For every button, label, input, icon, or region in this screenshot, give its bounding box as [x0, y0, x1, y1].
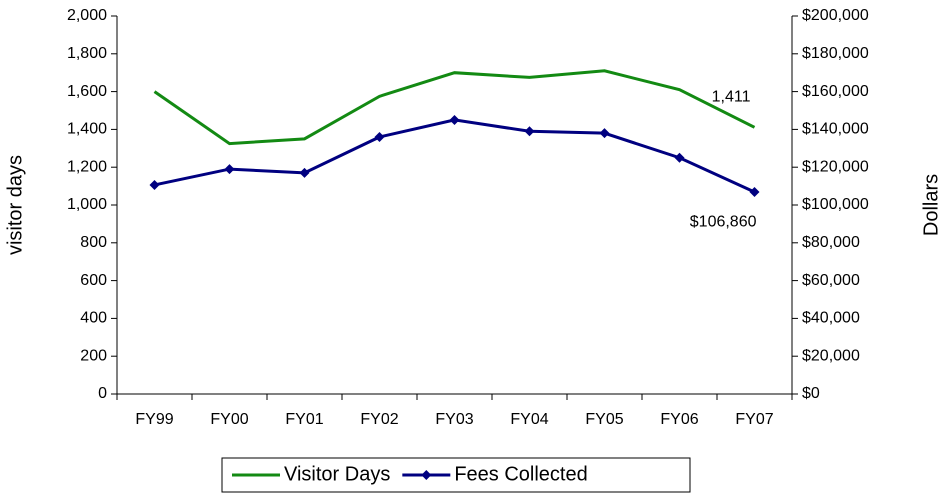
x-tick-label: FY00 — [210, 411, 248, 428]
legend-label: Fees Collected — [454, 463, 587, 485]
y-tick-label: 1,800 — [67, 45, 107, 62]
y2-tick-label: $0 — [802, 385, 820, 402]
x-tick-label: FY02 — [360, 411, 398, 428]
x-tick-label: FY07 — [735, 411, 773, 428]
y-axis-title: visitor days — [4, 155, 26, 255]
y2-tick-label: $200,000 — [802, 7, 869, 24]
y-tick-label: 1,600 — [67, 83, 107, 100]
point-marker — [449, 114, 460, 125]
y2-tick-label: $40,000 — [802, 310, 860, 327]
y2-tick-label: $120,000 — [802, 158, 869, 175]
y2-tick-label: $100,000 — [802, 196, 869, 213]
y2-tick-label: $60,000 — [802, 272, 860, 289]
series-line — [154, 118, 756, 194]
x-tick-label: FY03 — [435, 411, 473, 428]
y2-tick-label: $140,000 — [802, 121, 869, 138]
y-tick-label: 600 — [80, 272, 107, 289]
y-tick-label: 1,400 — [67, 121, 107, 138]
point-marker — [299, 167, 310, 178]
point-marker — [749, 187, 760, 198]
y-tick-label: 200 — [80, 347, 107, 364]
data-label: $106,860 — [690, 213, 757, 230]
y-tick-label: 2,000 — [67, 7, 107, 24]
point-marker — [374, 131, 385, 142]
legend-box — [221, 457, 691, 493]
point-marker — [149, 179, 160, 190]
y-tick-label: 1,000 — [67, 196, 107, 213]
x-tick-label: FY05 — [585, 411, 623, 428]
x-tick-label: FY04 — [510, 411, 548, 428]
y-tick-label: 0 — [98, 385, 107, 402]
legend-marker — [421, 470, 432, 480]
y2-tick-label: $180,000 — [802, 45, 869, 62]
x-tick-label: FY99 — [135, 411, 173, 428]
y-tick-label: 800 — [80, 234, 107, 251]
data-label: 1,411 — [712, 89, 751, 106]
legend-label: Visitor Days — [284, 463, 390, 485]
point-marker — [674, 152, 685, 163]
y-tick-label: 400 — [80, 310, 107, 327]
y-tick-label: 1,200 — [67, 158, 107, 175]
x-tick-label: FY01 — [285, 411, 323, 428]
series-line — [153, 69, 756, 146]
point-marker — [599, 128, 610, 139]
y2-tick-label: $80,000 — [802, 234, 860, 251]
y2-tick-label: $160,000 — [802, 83, 869, 100]
point-marker — [524, 126, 535, 137]
y2-tick-label: $20,000 — [802, 347, 860, 364]
point-marker — [224, 164, 235, 175]
x-tick-label: FY06 — [660, 411, 698, 428]
y2-axis-title: Dollars — [920, 174, 942, 236]
